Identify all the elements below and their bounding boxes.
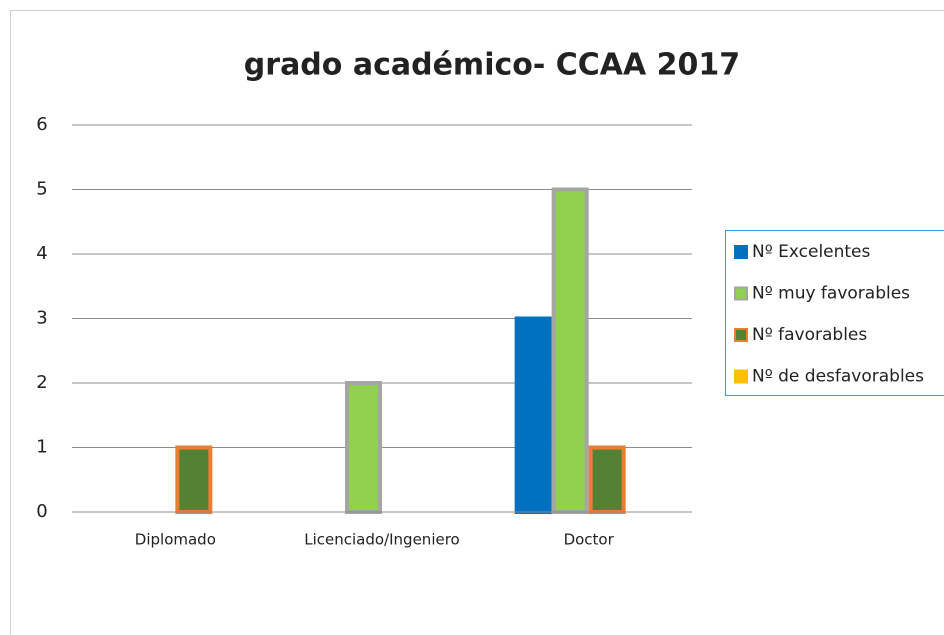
x-tick-label: Diplomado [135, 531, 216, 549]
legend-swatch [734, 328, 748, 342]
bar [175, 445, 213, 514]
y-tick-label: 4 [36, 243, 47, 264]
legend-label: Nº Excelentes [752, 242, 871, 262]
legend-label: Nº de desfavorables [752, 367, 924, 387]
chart-title: grado académico- CCAA 2017 [244, 48, 740, 83]
bar [514, 316, 552, 514]
legend-box [725, 230, 944, 396]
y-tick-label: 5 [36, 179, 47, 200]
y-tick-label: 6 [36, 114, 47, 135]
y-tick-label: 1 [36, 437, 47, 458]
legend-swatch [734, 245, 748, 259]
x-tick-label: Licenciado/Ingeniero [304, 531, 459, 549]
y-tick-label: 2 [36, 372, 47, 393]
legend-label: Nº favorables [752, 325, 867, 345]
bar [345, 381, 382, 514]
bar [551, 187, 589, 514]
legend-swatch [734, 286, 748, 301]
legend-label: Nº muy favorables [752, 284, 910, 304]
legend-swatch [734, 369, 748, 384]
y-tick-label: 3 [36, 308, 47, 329]
y-tick-label: 0 [36, 501, 47, 522]
x-tick-label: Doctor [564, 531, 615, 549]
bar [588, 445, 626, 514]
